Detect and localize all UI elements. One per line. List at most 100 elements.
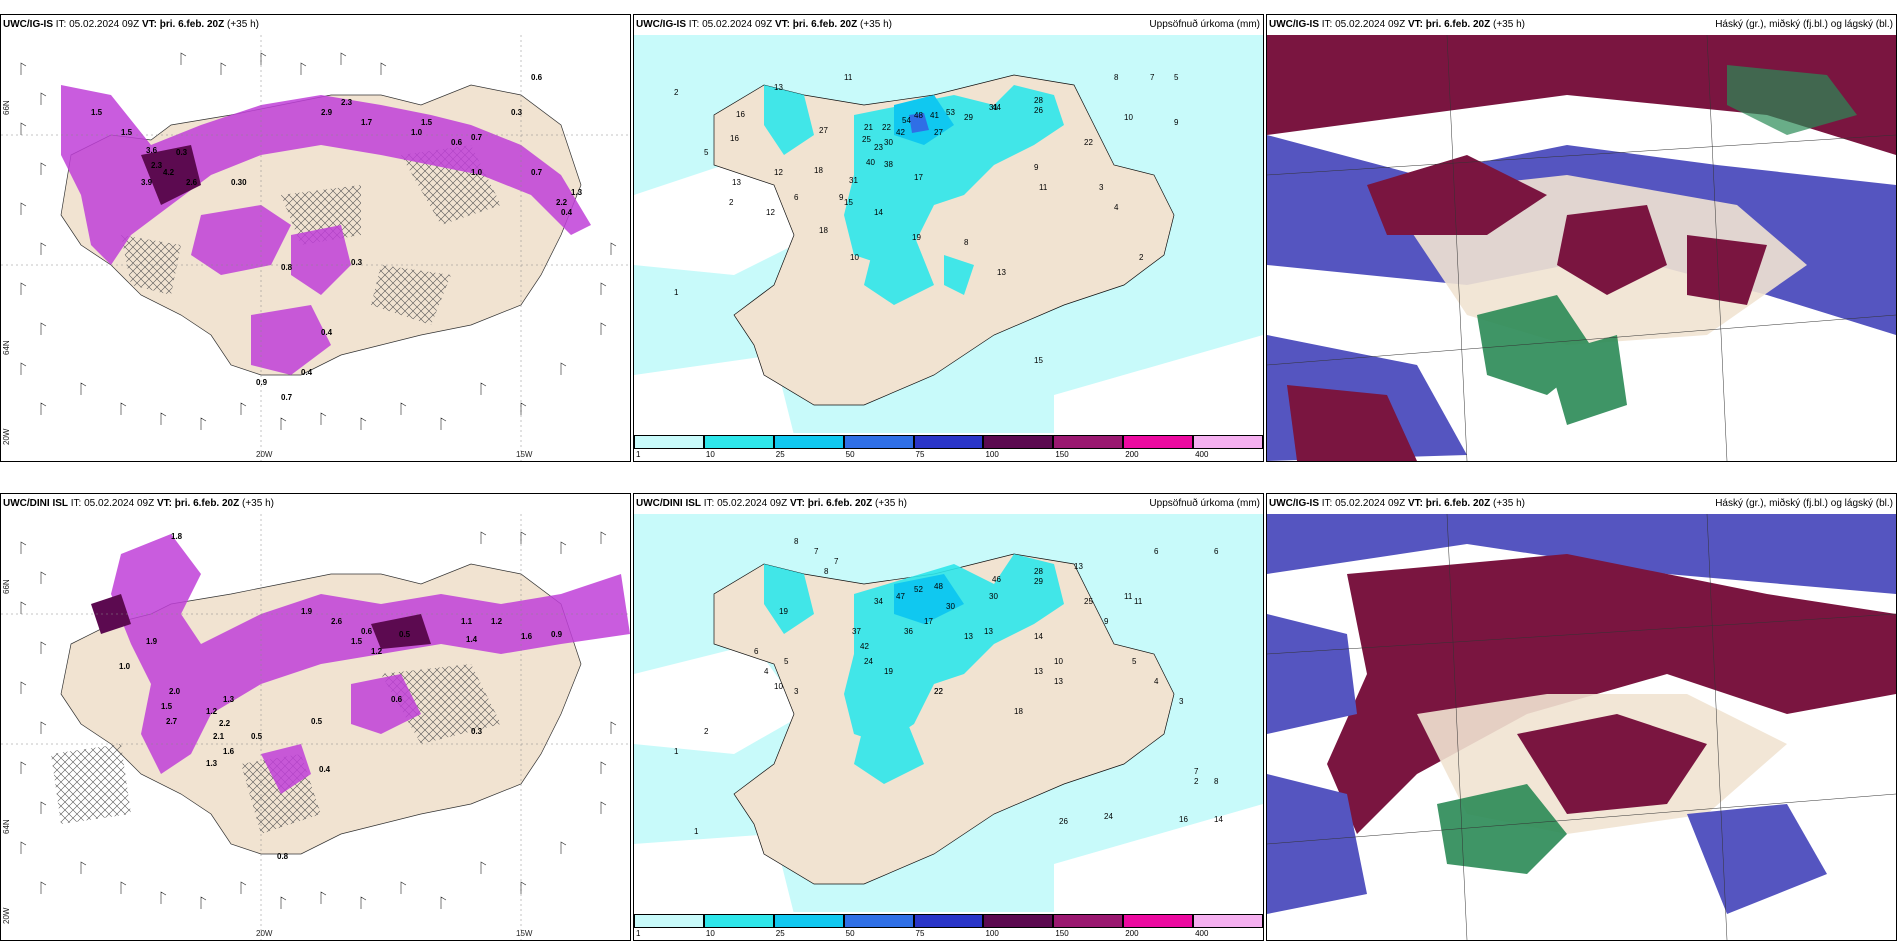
value-label: 7 — [814, 547, 819, 556]
panel-bottom-middle: UWC/DINI ISL IT: 05.02.2024 09Z VT: þri.… — [633, 493, 1264, 941]
value-label: 1.3 — [223, 695, 235, 704]
axis-label: 66N — [2, 100, 11, 115]
value-label: 30 — [989, 592, 998, 601]
colorbar-swatch — [843, 914, 914, 928]
value-label: 4 — [764, 667, 769, 676]
value-label: 41 — [930, 111, 939, 120]
value-label: 0.8 — [277, 852, 289, 861]
value-label: 0.30 — [231, 178, 247, 187]
value-label: 9 — [839, 193, 844, 202]
colorbar-tick: 1 — [636, 450, 641, 459]
value-label: 0.9 — [256, 378, 268, 387]
value-label: 48 — [934, 582, 943, 591]
value-label: 2 — [1139, 253, 1144, 262]
colorbar-tick: 150 — [1055, 929, 1069, 938]
value-label: 0.4 — [561, 208, 573, 217]
value-label: 0.8 — [281, 263, 293, 272]
map-cloud-top — [1267, 35, 1896, 461]
value-label: 44 — [992, 103, 1001, 112]
value-label: 7 — [834, 557, 839, 566]
colorbar-tick: 400 — [1195, 450, 1209, 459]
value-label: 22 — [934, 687, 943, 696]
value-label: 1.7 — [361, 118, 373, 127]
value-label: 1.9 — [146, 637, 158, 646]
value-label: 9 — [1034, 163, 1039, 172]
panel-header: UWC/IG-IS IT: 05.02.2024 09Z VT: þri. 6.… — [1267, 494, 1896, 514]
panel-top-right: UWC/IG-IS IT: 05.02.2024 09Z VT: þri. 6.… — [1266, 14, 1897, 462]
value-label: 4 — [1154, 677, 1159, 686]
value-label: 2.0 — [169, 687, 181, 696]
panel-bottom-right: UWC/IG-IS IT: 05.02.2024 09Z VT: þri. 6.… — [1266, 493, 1897, 941]
value-label: 0.6 — [451, 138, 463, 147]
precip-cyan-region — [764, 85, 1064, 305]
value-label: 18 — [819, 226, 828, 235]
colorbar-swatch — [703, 914, 774, 928]
value-label: 30 — [946, 602, 955, 611]
panel-header: UWC/IG-IS IT: 05.02.2024 09Z VT: þri. 6.… — [634, 15, 1263, 35]
value-label: 29 — [964, 113, 973, 122]
value-label: 5 — [704, 148, 709, 157]
value-label: 11 — [844, 73, 853, 82]
value-label: 54 — [902, 116, 911, 125]
value-label: 6 — [794, 193, 799, 202]
colorbar-swatch — [1053, 914, 1124, 928]
value-label: 14 — [1214, 815, 1223, 824]
colorbar-swatch — [913, 435, 984, 449]
colorbar-swatch — [773, 435, 844, 449]
value-label: 2.2 — [556, 198, 568, 207]
panel-title: Háský (gr.), miðský (fj.bl.) og lágský (… — [1715, 19, 1893, 30]
panel-title: Uppsöfnuð úrkoma (mm) — [1149, 498, 1260, 509]
value-label: 3.9 — [141, 178, 153, 187]
value-label: 7 — [1150, 73, 1155, 82]
value-label: 1.6 — [223, 747, 235, 756]
colorbar-swatch — [913, 914, 984, 928]
colorbar-swatch — [634, 435, 704, 449]
value-label: 3.6 — [146, 146, 158, 155]
value-label: 18 — [1014, 707, 1023, 716]
value-label: 1.2 — [206, 707, 218, 716]
panel-header: UWC/IG-IS IT: 05.02.2024 09Z VT: þri. 6.… — [1267, 15, 1896, 35]
value-label: 6 — [1214, 547, 1219, 556]
panel-header: UWC/DINI ISL IT: 05.02.2024 09Z VT: þri.… — [1, 494, 630, 514]
colorbar-tick: 100 — [985, 450, 999, 459]
colorbar: 1 10 25 50 75 100 150 200 400 — [634, 433, 1263, 461]
value-label: 24 — [864, 657, 873, 666]
panel-bottom-left: UWC/DINI ISL IT: 05.02.2024 09Z VT: þri.… — [0, 493, 631, 941]
value-label: 0.3 — [351, 258, 363, 267]
colorbar-swatch — [843, 435, 914, 449]
value-label: 47 — [896, 592, 905, 601]
panel-header: UWC/DINI ISL IT: 05.02.2024 09Z VT: þri.… — [634, 494, 1263, 514]
value-label: 2.6 — [186, 178, 198, 187]
value-label: 1.8 — [171, 532, 183, 541]
value-label: 26 — [1059, 817, 1068, 826]
panel-top-middle: UWC/IG-IS IT: 05.02.2024 09Z VT: þri. 6.… — [633, 14, 1264, 462]
colorbar-swatch — [1193, 914, 1263, 928]
value-label: 22 — [1084, 138, 1093, 147]
value-label: 1.2 — [491, 617, 503, 626]
value-label: 11 — [1134, 597, 1143, 606]
value-label: 31 — [849, 176, 858, 185]
colorbar-tick: 200 — [1125, 450, 1139, 459]
value-label: 5 — [1132, 657, 1137, 666]
value-label: 22 — [882, 123, 891, 132]
value-label: 15 — [1034, 356, 1043, 365]
panel-title: Uppsöfnuð úrkoma (mm) — [1149, 19, 1260, 30]
colorbar-tick: 75 — [915, 929, 925, 938]
colorbar-tick: 10 — [705, 929, 715, 938]
value-label: 0.7 — [471, 133, 483, 142]
value-label: 10 — [774, 682, 783, 691]
axis-label: 20W — [2, 428, 11, 445]
colorbar-tick: 150 — [1055, 450, 1069, 459]
value-label: 53 — [946, 108, 955, 117]
axis-label: 20W — [2, 907, 11, 924]
value-label: 0.7 — [531, 168, 543, 177]
colorbar-tick: 50 — [845, 450, 855, 459]
colorbar-tick: 10 — [705, 450, 715, 459]
wind-barbs — [20, 52, 617, 430]
value-label: 38 — [884, 160, 893, 169]
land-iceland — [713, 553, 1175, 885]
value-label: 34 — [874, 597, 883, 606]
value-label: 46 — [992, 575, 1001, 584]
value-label: 2 — [674, 88, 679, 97]
value-label: 1.9 — [301, 607, 313, 616]
